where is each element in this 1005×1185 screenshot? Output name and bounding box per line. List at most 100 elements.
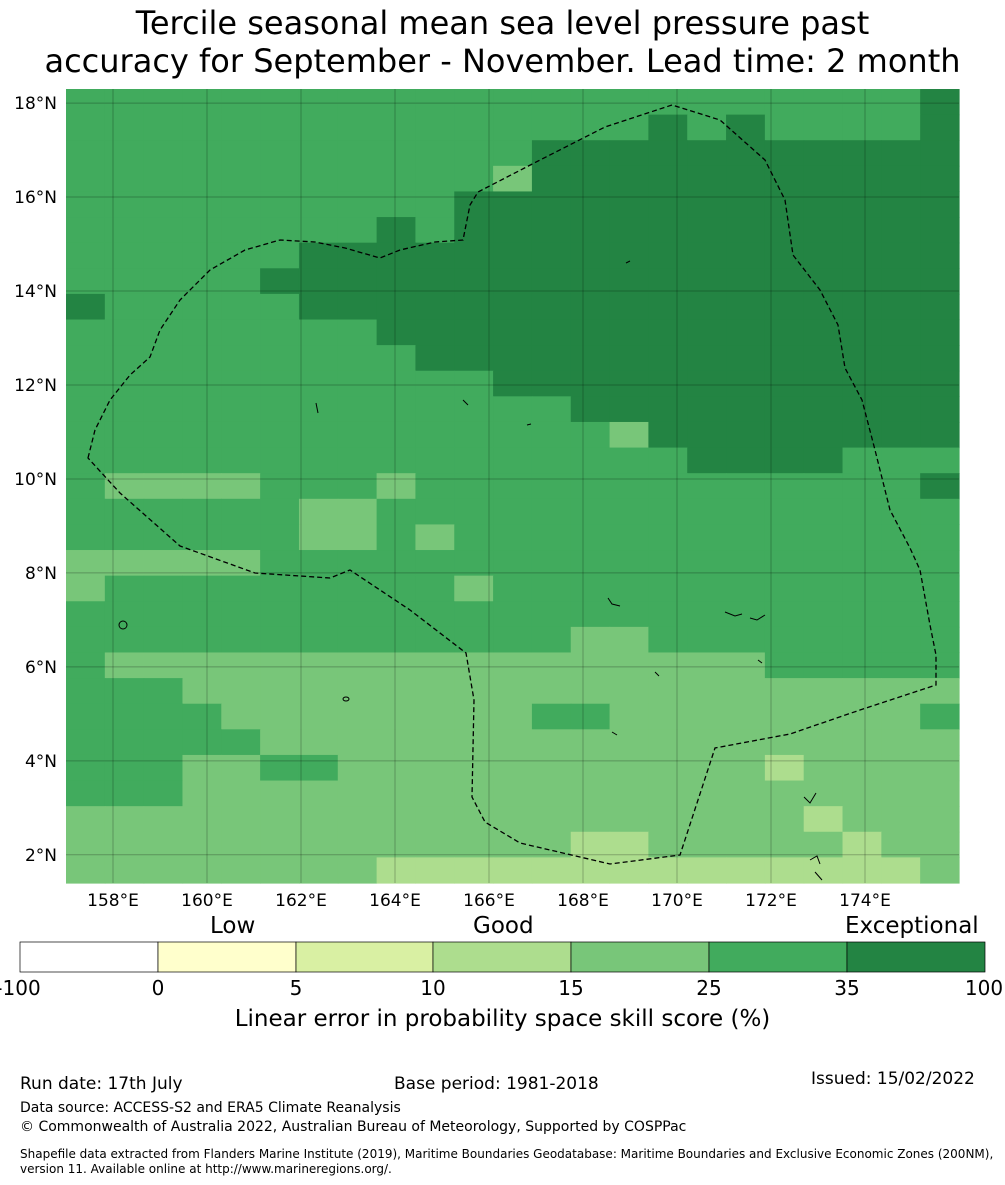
grid-cell: [221, 575, 261, 602]
grid-cell: [687, 191, 727, 218]
grid-cell: [260, 703, 300, 730]
grid-cell: [415, 473, 455, 500]
skill-score-map: 18°N 16°N 14°N 12°N 10°N 8°N 6°N 4°N 2°N 158°E 160…: [14, 89, 986, 973]
grid-cell: [648, 652, 688, 679]
grid-cell: [143, 550, 184, 577]
grid-cell: [609, 729, 649, 756]
grid-cell: [337, 140, 378, 167]
grid-cell: [726, 601, 766, 628]
grid-cell: [842, 217, 882, 244]
grid-cell: [221, 703, 261, 730]
grid-cell: [531, 114, 572, 141]
longitude-label: 174°E: [839, 891, 891, 911]
grid-cell: [66, 242, 106, 269]
grid-cell: [454, 447, 494, 474]
grid-cell: [260, 242, 300, 269]
grid-cell: [803, 498, 844, 526]
grid-cell: [376, 345, 417, 372]
grid-cell: [337, 524, 378, 551]
grid-cell: [66, 498, 106, 526]
grid-cell: [920, 345, 960, 372]
grid-cell: [298, 242, 339, 269]
grid-cell: [648, 678, 688, 705]
colorbar-tick: 5: [289, 976, 303, 1000]
grid-cell: [260, 550, 300, 577]
grid-cell: [182, 396, 222, 423]
grid-cell: [454, 601, 494, 628]
grid-cell: [881, 242, 921, 269]
grid-cell: [415, 601, 455, 628]
grid-cell: [66, 524, 106, 551]
grid-cell: [415, 293, 455, 321]
grid-cell: [454, 806, 494, 833]
grid-cell: [376, 831, 417, 858]
grid-cell: [415, 729, 455, 756]
grid-cell: [143, 806, 184, 833]
grid-cell: [687, 242, 727, 269]
grid-cell: [803, 345, 844, 372]
grid-cell: [881, 550, 921, 577]
grid-cell: [764, 396, 805, 423]
grid-cell: [66, 806, 106, 833]
grid-cell: [415, 165, 455, 193]
grid-cell: [764, 831, 805, 858]
grid-cell: [298, 550, 339, 577]
grid-cell: [842, 678, 882, 705]
grid-cell: [104, 114, 145, 141]
grid-cell: [764, 601, 805, 628]
grid-cell: [687, 729, 727, 756]
grid-cell: [66, 678, 106, 705]
grid-cell: [104, 89, 145, 116]
grid-cell: [298, 396, 339, 423]
grid-cell: [182, 678, 222, 705]
grid-cell: [570, 345, 611, 372]
grid-cell: [143, 242, 184, 269]
grid-cell: [764, 165, 805, 193]
grid-cell: [337, 447, 378, 474]
grid-cell: [648, 165, 688, 193]
grid-cell: [182, 498, 222, 526]
grid-cell: [687, 396, 727, 423]
grid-cell: [493, 242, 533, 269]
latitude-label: 6°N: [25, 658, 57, 678]
grid-cell: [260, 447, 300, 474]
grid-cell: [376, 268, 417, 295]
grid-cell: [376, 575, 417, 602]
grid-cell: [454, 191, 494, 218]
grid-cell: [687, 319, 727, 346]
grid-cell: [221, 217, 261, 244]
grid-cell: [920, 550, 960, 577]
grid-cell: [337, 601, 378, 628]
grid-cell: [687, 678, 727, 705]
grid-cell: [454, 293, 494, 321]
grid-cell: [376, 89, 417, 116]
grid-cell: [415, 524, 455, 551]
grid-cell: [920, 806, 960, 833]
grid-cell: [221, 319, 261, 346]
grid-cell: [143, 293, 184, 321]
grid-cell: [764, 191, 805, 218]
grid-cell: [726, 293, 766, 321]
grid-cell: [609, 626, 649, 654]
grid-cell: [648, 806, 688, 833]
grid-cell: [337, 217, 378, 244]
grid-cell: [454, 165, 494, 193]
colorbar-tick: 100: [964, 976, 1004, 1000]
grid-cell: [66, 652, 106, 679]
grid-cell: [570, 806, 611, 833]
grid-cell: [376, 421, 417, 449]
grid-cell: [493, 780, 533, 807]
grid-cell: [648, 370, 688, 397]
grid-cell: [454, 89, 494, 116]
grid-cell: [570, 268, 611, 295]
grid-cell: [609, 293, 649, 321]
colorbar-category-good: Good: [473, 913, 534, 939]
grid-cell: [803, 165, 844, 193]
grid-cell: [260, 498, 300, 526]
grid-cell: [920, 626, 960, 654]
grid-cell: [493, 319, 533, 346]
grid-cell: [726, 370, 766, 397]
longitude-label: 164°E: [369, 891, 421, 911]
grid-cell: [66, 89, 106, 116]
grid-cell: [881, 191, 921, 218]
